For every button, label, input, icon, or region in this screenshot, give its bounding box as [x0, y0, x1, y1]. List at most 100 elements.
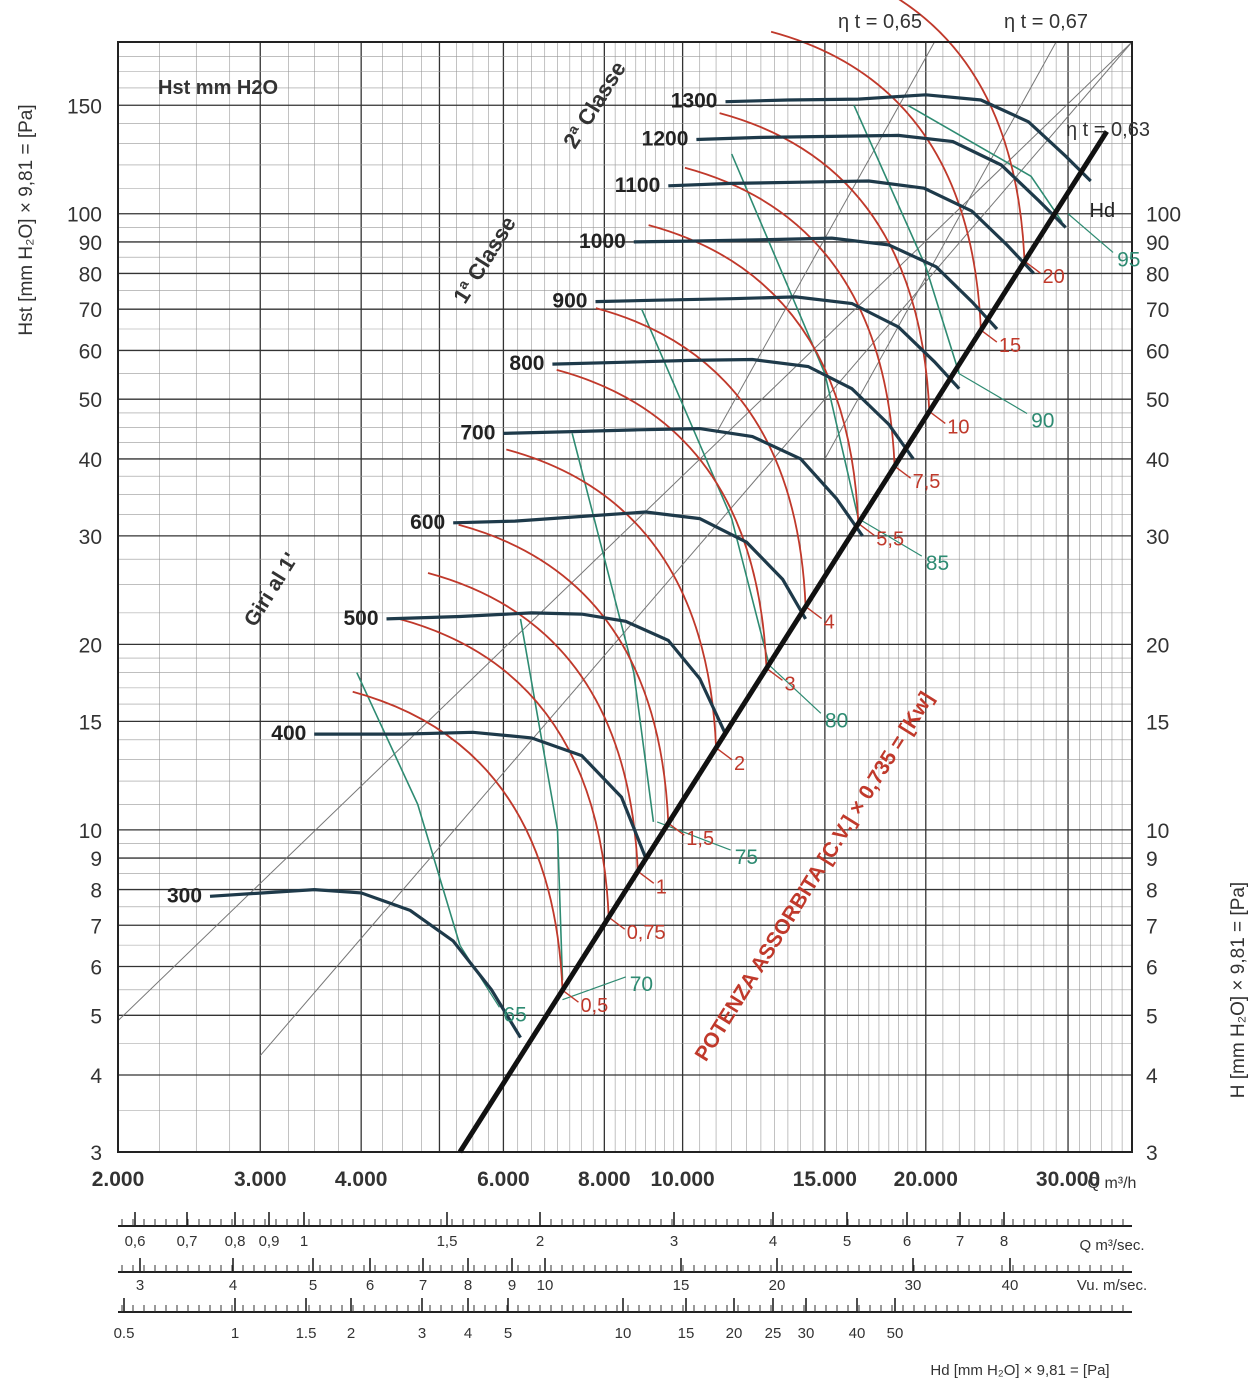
efficiency-leader	[656, 821, 731, 851]
speed-curve-label: 1100	[615, 174, 661, 197]
scale-tick-label: 1	[300, 1233, 308, 1250]
speed-curve	[633, 236, 999, 331]
power-curve-label: 1,5	[686, 828, 714, 850]
scale-tick-label: 6	[903, 1233, 911, 1250]
right-y-tick-label: 20	[1146, 634, 1169, 657]
efficiency-curve	[640, 308, 770, 666]
speed-curve	[696, 133, 1067, 229]
scale-tick-label: 6	[366, 1277, 374, 1294]
y-tick-label: 150	[67, 95, 102, 118]
scale-tick-label: 10	[537, 1277, 554, 1294]
scale-tick-label: 8	[1000, 1233, 1008, 1250]
y-tick-label: 6	[90, 957, 102, 980]
power-curve-label: 15	[999, 335, 1021, 357]
efficiency-label: 80	[825, 709, 848, 732]
efficiency-curves	[356, 104, 1114, 1008]
power-curve-label: 10	[947, 416, 969, 438]
speed-curve	[725, 93, 1092, 183]
scale-tick-label: 30	[905, 1277, 922, 1294]
scale-tick-label: 4	[769, 1233, 777, 1250]
scale-tick-label: 4	[229, 1277, 237, 1294]
speed-curve-label: 1300	[671, 90, 718, 113]
scale-tick-label: 0,8	[225, 1233, 246, 1250]
x-tick-label: 2.000	[92, 1168, 145, 1191]
y-tick-label: 4	[90, 1065, 102, 1088]
scale-tick-label: 1,5	[437, 1233, 458, 1250]
power-curve	[684, 166, 896, 467]
y-axis-title: Hst [mm H₂O] × 9,81 = [Pa]	[16, 104, 37, 335]
efficiency-label: 75	[735, 846, 758, 869]
y-tick-label: 5	[90, 1005, 102, 1028]
power-curve-label: 0,75	[627, 922, 666, 944]
x-tick-label: 20.000	[894, 1168, 958, 1191]
scale-tick-label: 5	[504, 1325, 512, 1342]
power-leader	[637, 870, 655, 884]
scale-tick-label: 9	[508, 1277, 516, 1294]
eta63-label: η t = 0,63	[1066, 119, 1150, 141]
power-curve-label: 2	[734, 753, 745, 775]
speed-curve	[386, 611, 727, 735]
power-leader	[980, 329, 998, 343]
power-curve-label: 3	[784, 673, 795, 695]
speed-curve-label: 300	[167, 884, 202, 907]
efficiency-label: 90	[1031, 410, 1054, 433]
scale-tick-label: 1	[231, 1325, 239, 1342]
efficiency-curve	[853, 104, 960, 374]
power-curve	[427, 572, 639, 872]
y-tick-label: 30	[79, 526, 102, 549]
efficiency-curve	[571, 433, 655, 823]
y-tick-label: 3	[90, 1142, 102, 1165]
power-curve-label: 0,5	[580, 995, 608, 1017]
right-y-tick-label: 40	[1146, 449, 1169, 472]
efficiency-leader	[857, 518, 923, 557]
power-curve	[648, 224, 860, 524]
efficiency-label: 95	[1117, 248, 1140, 271]
right-y-axis-title: H [mm H₂O] × 9,81 = [Pa]	[1228, 882, 1249, 1098]
efficiency-curve	[519, 618, 564, 981]
power-curve	[770, 30, 982, 331]
right-y-tick-label: 90	[1146, 232, 1169, 255]
scale-tick-label: 7	[419, 1277, 427, 1294]
speed-curves	[209, 93, 1092, 1039]
speed-curve-label: 800	[509, 352, 544, 375]
efficiency-leader	[958, 373, 1028, 415]
speed-curve-label: 900	[552, 290, 587, 313]
power-leader	[667, 822, 685, 836]
power-leader	[766, 667, 783, 681]
scale-tick-label: 15	[678, 1325, 695, 1342]
giri-label: Giri al 1'	[240, 549, 303, 631]
scale-tick-label: 3	[418, 1325, 426, 1342]
duct-label: Hd	[1090, 200, 1116, 222]
power-leader	[857, 522, 875, 536]
power-curve-label: 5,5	[876, 528, 904, 550]
speed-curve	[314, 730, 648, 859]
y-tick-label: 80	[79, 263, 102, 286]
scale-tick-label: 1.5	[296, 1325, 317, 1342]
right-y-tick-label: 80	[1146, 263, 1169, 286]
scale-tick-label: 0,9	[259, 1233, 280, 1250]
efficiency-label: 85	[926, 552, 949, 575]
power-curve	[898, 0, 1026, 262]
right-y-tick-label: 7	[1146, 915, 1158, 938]
y-tick-label: 60	[79, 340, 102, 363]
efficiency-curve	[730, 153, 860, 519]
power-leader	[608, 916, 626, 930]
power-curve	[398, 618, 610, 918]
eta67-label: η t = 0,67	[1004, 11, 1088, 33]
scale-tick-label: 4	[464, 1325, 472, 1342]
power-leader	[715, 747, 733, 761]
efficiency-curve	[907, 104, 1063, 223]
x-tick-label: 15.000	[793, 1168, 857, 1191]
scale-tick-label: 2	[536, 1233, 544, 1250]
scale-unit-label: Hd [mm H₂O] × 9,81 = [Pa]	[930, 1362, 1109, 1379]
scale-tick-label: 15	[673, 1277, 690, 1294]
x-tick-label: 6.000	[477, 1168, 530, 1191]
scale-tick-label: 3	[136, 1277, 144, 1294]
power-curves	[352, 0, 1041, 1003]
scale-tick-label: 0.5	[114, 1325, 135, 1342]
right-y-tick-label: 8	[1146, 880, 1158, 903]
scale-tick-label: 5	[843, 1233, 851, 1250]
right-y-tick-label: 6	[1146, 957, 1158, 980]
speed-curve	[552, 357, 915, 460]
